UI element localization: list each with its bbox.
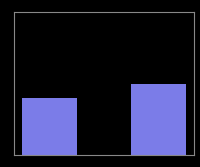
Bar xyxy=(131,84,186,155)
Bar xyxy=(22,98,77,155)
